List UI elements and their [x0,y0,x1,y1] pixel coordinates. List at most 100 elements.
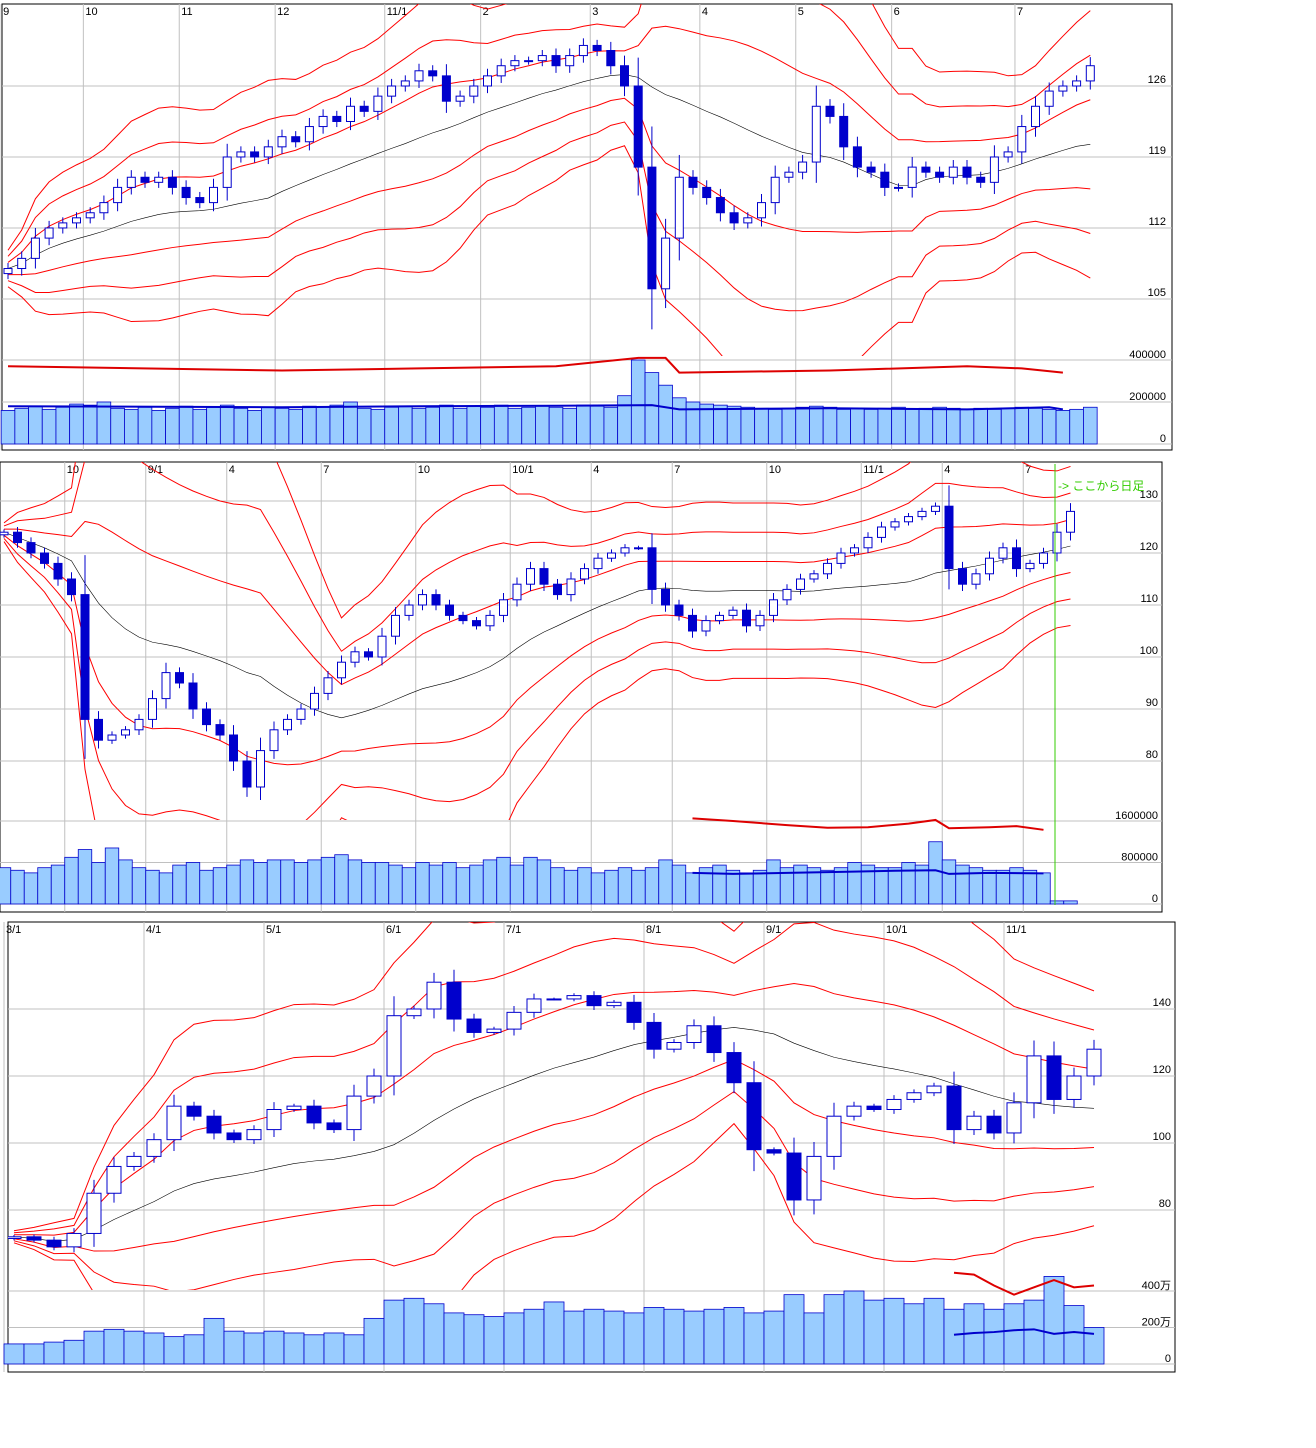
volume-bar [891,406,906,445]
volume-bar [563,869,579,905]
candle-body [148,698,157,720]
volume-bar [10,869,25,905]
candle-body [496,65,506,77]
volume-bar [131,867,147,905]
bollinger-band--3 [7,145,1091,356]
volume-bar [455,867,471,905]
candle-body [346,105,355,122]
candle-body [770,176,780,204]
volume-bar [658,384,673,445]
candle [578,38,588,63]
volume-bar [1028,407,1043,445]
candle-body [806,1155,822,1201]
candle [986,1109,1002,1140]
volume-bar [644,867,660,905]
date-tick-label: 6 [894,6,900,18]
candle [620,55,629,97]
volume-bar [493,404,509,445]
volume-bar [178,405,194,445]
volume-tick-label: 200万 [1142,1317,1171,1329]
volume-bar [589,405,605,445]
volume-bar [946,407,961,445]
volume-bar [43,1341,65,1365]
volume-bar [425,406,440,445]
volume-bar [263,1330,285,1365]
volume-bar [123,1330,145,1365]
candle-body [715,614,724,622]
candle [146,1133,162,1163]
candle [846,1101,862,1121]
date-tick-label: 11/1 [1006,924,1027,936]
candle [715,611,724,625]
candle [850,544,859,557]
candle-body [839,115,849,148]
candle-body [769,599,778,616]
candle-body [310,692,319,710]
candle-body [283,718,292,731]
candle [229,725,238,771]
volume-bar [1041,408,1057,445]
candle [985,551,994,581]
bollinger-band-2 [3,462,1071,652]
candle-body [304,126,314,143]
candle [962,160,972,185]
candle-body [580,568,589,580]
candle-body [266,1109,282,1131]
candle [546,997,562,1001]
price-tick-label: 120 [1153,1064,1171,1076]
volume-bar [384,406,399,445]
candle [702,180,712,205]
panel-frame [7,921,1176,1373]
candle [743,212,753,229]
chart-panel-3: 140 120 100 80 400万 200万 0 3/1 4/1 5/1 6/1 7/1 8/1 9/… [3,921,1176,1373]
volume-bar [423,1303,445,1365]
volume-line-blue [953,1328,1095,1336]
candle-body [209,186,218,204]
candle [1025,559,1035,573]
volume-bar [274,407,290,445]
bollinger-band--2 [3,538,1071,820]
volume-bar [630,359,646,445]
candle [1058,80,1068,97]
candle [269,721,279,759]
volume-bar [726,405,742,445]
candle-body [798,161,808,173]
candle [256,737,265,800]
volume-bar [320,856,336,905]
candle-body [140,176,150,183]
candle [866,1103,882,1112]
candle [226,1129,242,1143]
candle [782,584,792,605]
candle-body [250,151,260,158]
volume-bar [361,862,376,905]
candle [886,1095,902,1114]
price-tick-label: 112 [1148,216,1166,228]
candle-body [742,609,751,627]
volume-bar [563,1310,585,1365]
candle-body [387,85,397,97]
volume-bar [874,867,889,905]
volume-line-blue [692,869,1044,875]
candle [455,90,465,107]
panel-frame [0,461,1163,913]
volume-bar [583,1308,605,1365]
bollinger-band-1 [7,25,1091,263]
candle [414,63,424,89]
volume-bar [41,408,57,445]
candle [1072,75,1082,92]
volume-bar [752,869,768,905]
candle [726,1042,742,1094]
volume-tick-label: 0 [1165,1353,1171,1365]
candle [326,1119,342,1133]
volume-bar [631,869,646,905]
candle [1086,1039,1102,1086]
candle [606,999,622,1008]
volume-bar [1014,406,1030,445]
volume-bar [643,1307,665,1365]
candle [935,166,945,183]
candle [126,170,136,195]
candle-body [386,1015,402,1077]
candle [30,227,40,269]
candle [770,165,780,215]
candle [8,1234,22,1241]
